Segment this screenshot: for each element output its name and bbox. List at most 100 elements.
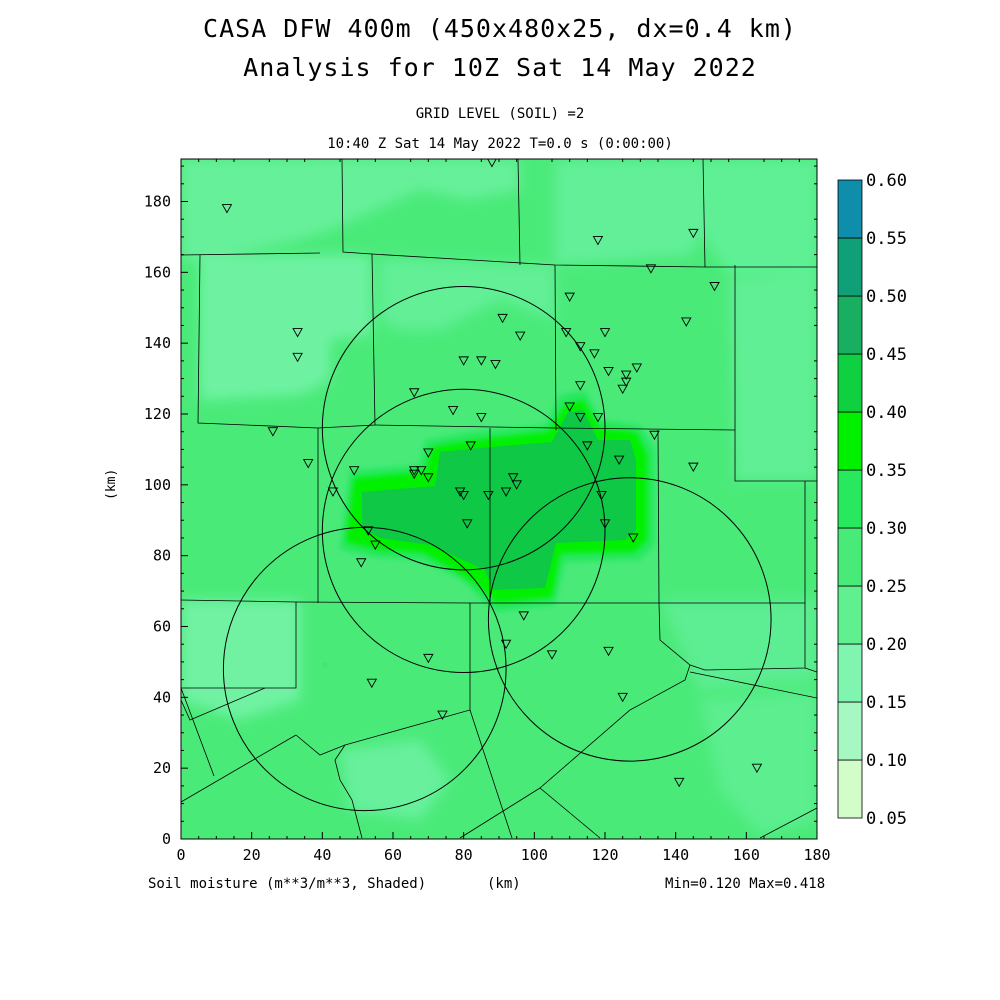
y-tick-label: 160 — [144, 263, 171, 281]
y-tick-label: 120 — [144, 405, 171, 423]
station-marker — [348, 466, 360, 476]
station-marker — [447, 406, 459, 416]
colorbar-label: 0.05 — [866, 809, 907, 829]
x-tick-label: 180 — [803, 846, 830, 864]
station-marker — [454, 487, 466, 497]
station-marker — [511, 480, 522, 490]
colorbar-label: 0.60 — [866, 171, 907, 191]
y-tick-label: 60 — [153, 618, 171, 636]
radar-circle — [487, 477, 772, 762]
station-marker — [617, 692, 628, 703]
station-marker — [688, 462, 699, 473]
station-marker — [649, 430, 660, 441]
x-axis: 0 20 40 60 80 100 120 140 160 180 — [176, 159, 831, 864]
station-marker — [688, 228, 699, 239]
station-marker — [415, 466, 427, 476]
y-tick-label: 0 — [162, 830, 171, 848]
y-tick-label: 100 — [144, 476, 171, 494]
x-tick-label: 100 — [521, 846, 548, 864]
station-marker — [487, 159, 497, 168]
station-marker — [596, 491, 607, 501]
x-axis-label: (km) — [487, 876, 521, 892]
x-tick-label: 140 — [662, 846, 689, 864]
colorbar-swatch — [837, 295, 863, 355]
radar-range-circles — [222, 286, 772, 812]
station-marker — [574, 413, 586, 423]
station-marker — [366, 678, 378, 689]
min-max-label: Min=0.120 Max=0.418 — [665, 876, 826, 892]
station-marker — [564, 292, 575, 303]
station-marker — [617, 384, 628, 395]
station-marker — [423, 448, 434, 458]
chart-subtitle: Analysis for 10Z Sat 14 May 2022 — [243, 53, 757, 82]
y-tick-label: 80 — [153, 547, 171, 565]
station-marker — [500, 487, 512, 497]
station-marker — [709, 282, 720, 292]
station-marker — [592, 236, 604, 246]
station-marker — [476, 356, 487, 366]
station-marker — [458, 491, 469, 501]
station-marker — [514, 331, 526, 342]
colorbar-swatch — [837, 643, 863, 703]
colorbar-swatch — [837, 353, 863, 413]
colorbar-label: 0.15 — [866, 693, 907, 713]
colorbar: 0.05 0.10 0.15 0.20 0.25 0.30 0.35 0.40 0.45 0.50… — [837, 171, 907, 829]
colorbar-swatch — [837, 527, 863, 587]
field-label: Soil moisture (m**3/m**3, Shaded) — [148, 876, 427, 892]
station-marker — [476, 413, 487, 423]
x-tick-label: 120 — [591, 846, 618, 864]
colorbar-label: 0.35 — [866, 461, 907, 481]
station-marker — [507, 473, 519, 483]
colorbar-label: 0.30 — [866, 519, 907, 539]
x-tick-label: 20 — [243, 846, 261, 864]
colorbar-label: 0.40 — [866, 403, 907, 423]
colorbar-swatch — [837, 759, 863, 819]
station-marker — [620, 370, 632, 380]
colorbar-label: 0.50 — [866, 287, 907, 307]
station-marker — [490, 359, 501, 370]
x-tick-label: 160 — [733, 846, 760, 864]
station-marker — [327, 487, 339, 497]
radar-circle — [321, 388, 606, 674]
station-marker — [599, 328, 611, 338]
field-low-regions — [181, 159, 817, 835]
station-marker — [461, 519, 473, 529]
colorbar-label: 0.25 — [866, 577, 907, 597]
x-tick-label: 80 — [455, 846, 473, 864]
x-tick-label: 40 — [313, 846, 331, 864]
station-marker — [221, 204, 233, 214]
station-marker — [267, 427, 279, 437]
station-marker — [292, 352, 303, 363]
station-marker — [582, 441, 593, 451]
colorbar-label: 0.10 — [866, 751, 907, 771]
colorbar-label: 0.45 — [866, 345, 907, 365]
station-marker — [408, 466, 420, 476]
y-tick-label: 180 — [144, 193, 171, 211]
station-marker — [292, 328, 303, 338]
station-marker — [423, 653, 434, 664]
soil-moisture-field — [181, 159, 817, 839]
station-marker — [751, 763, 763, 774]
station-marker — [574, 381, 586, 391]
colorbar-swatch — [837, 469, 863, 529]
x-tick-label: 0 — [176, 846, 185, 864]
station-marker — [483, 491, 494, 501]
station-marker — [589, 349, 600, 359]
colorbar-swatch — [837, 701, 863, 761]
station-marker — [680, 317, 692, 327]
station-marker — [631, 363, 643, 373]
station-marker — [518, 611, 530, 621]
station-marker — [574, 342, 586, 352]
colorbar-swatch — [837, 585, 863, 645]
station-marker — [408, 388, 420, 398]
y-axis: 0 20 40 60 80 100 120 140 160 180 — [144, 165, 817, 848]
station-marker — [627, 533, 639, 543]
station-marker — [620, 377, 632, 388]
station-marker — [592, 413, 604, 423]
colorbar-swatch — [837, 179, 863, 239]
station-marker — [603, 367, 614, 377]
station-marker — [458, 356, 469, 366]
colorbar-label: 0.20 — [866, 635, 907, 655]
station-marker — [370, 540, 381, 550]
